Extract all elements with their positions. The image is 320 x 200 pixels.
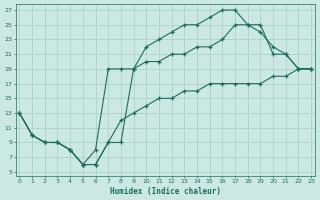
X-axis label: Humidex (Indice chaleur): Humidex (Indice chaleur) — [110, 187, 221, 196]
